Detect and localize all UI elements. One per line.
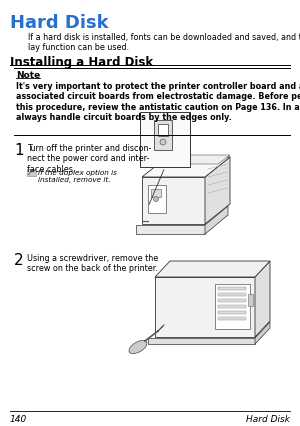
- Text: 1: 1: [14, 143, 24, 158]
- Text: Using a screwdriver, remove the
screw on the back of the printer.: Using a screwdriver, remove the screw on…: [27, 253, 158, 273]
- Bar: [218, 311, 246, 314]
- Bar: [151, 190, 161, 198]
- Bar: [218, 294, 246, 296]
- Text: Installing a Hard Disk: Installing a Hard Disk: [10, 56, 153, 69]
- Polygon shape: [255, 262, 270, 337]
- Polygon shape: [155, 277, 255, 337]
- Polygon shape: [155, 262, 270, 277]
- Polygon shape: [142, 158, 230, 178]
- Polygon shape: [255, 322, 270, 344]
- Text: It's very important to protect the printer controller board and any
associated c: It's very important to protect the print…: [16, 82, 300, 122]
- Polygon shape: [136, 225, 205, 234]
- Bar: [154, 121, 172, 151]
- Bar: [218, 317, 246, 320]
- Polygon shape: [155, 155, 230, 164]
- Circle shape: [160, 140, 166, 146]
- Bar: [158, 125, 168, 137]
- Text: Turn off the printer and discon-
nect the power cord and inter-
face cables.: Turn off the printer and discon- nect th…: [27, 144, 152, 173]
- Text: 140: 140: [10, 414, 27, 423]
- Polygon shape: [205, 207, 228, 234]
- Bar: [215, 284, 250, 329]
- Text: Hard Disk: Hard Disk: [10, 14, 109, 32]
- Polygon shape: [148, 338, 255, 344]
- Bar: [248, 294, 253, 306]
- Bar: [27, 170, 36, 177]
- Ellipse shape: [129, 340, 147, 354]
- Text: If the duplex option is
installed, remove it.: If the duplex option is installed, remov…: [38, 170, 117, 183]
- Bar: [218, 299, 246, 302]
- Text: Hard Disk: Hard Disk: [246, 414, 290, 423]
- Circle shape: [154, 197, 158, 202]
- Text: 2: 2: [14, 253, 24, 268]
- Bar: [218, 287, 246, 290]
- Text: If a hard disk is installed, fonts can be downloaded and saved, and the over-
la: If a hard disk is installed, fonts can b…: [28, 33, 300, 52]
- Bar: [218, 305, 246, 308]
- Bar: [148, 186, 166, 213]
- Bar: [140, 113, 190, 167]
- Polygon shape: [142, 178, 205, 225]
- Text: Note: Note: [16, 71, 40, 80]
- Polygon shape: [205, 158, 230, 225]
